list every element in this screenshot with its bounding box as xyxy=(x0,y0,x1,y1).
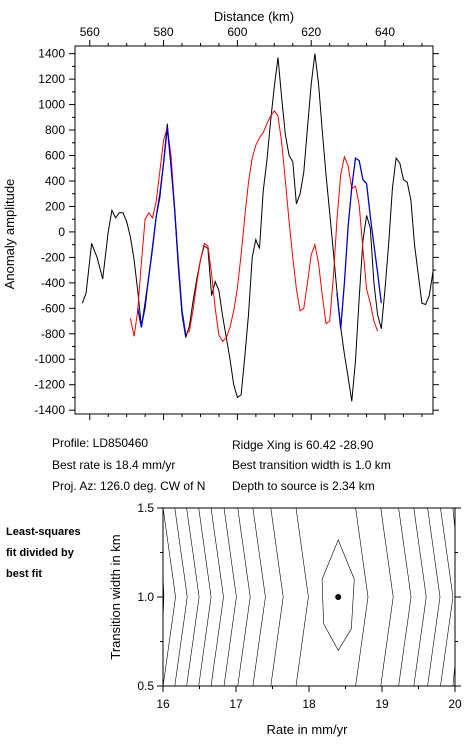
contour-line xyxy=(355,507,369,687)
x-tick-label: 600 xyxy=(227,25,247,39)
x-tick-label: 16 xyxy=(156,697,170,711)
contour-line xyxy=(237,507,251,687)
y-tick-label: -800 xyxy=(41,327,65,341)
depth-label: Depth to source is 2.34 km xyxy=(232,479,375,493)
y-tick-label: -1000 xyxy=(34,352,65,366)
top-chart-axes: 560 580 600 620 640 -1400 -1200 -1000 -800 -600 -4… xyxy=(34,25,439,420)
best-width-label: Best transition width is 1.0 km xyxy=(232,458,391,472)
bottom-chart-xlabel: Rate in mm/yr xyxy=(267,722,349,737)
contour-line xyxy=(380,507,394,687)
contour-line xyxy=(252,507,266,687)
contour-line xyxy=(210,507,224,687)
fit-series-line xyxy=(137,127,187,336)
x-tick-label: 17 xyxy=(229,697,243,711)
side-note-line-1: Least-squares xyxy=(6,526,81,538)
x-tick-label: 640 xyxy=(375,25,395,39)
anomaly-profile-chart: Distance (km) Anomaly amplitude 560 580 60… xyxy=(2,9,439,420)
y-tick-label: 0 xyxy=(58,225,65,239)
y-tick-label: 800 xyxy=(45,123,65,137)
y-tick-label: 1400 xyxy=(38,47,65,61)
y-tick-label: 600 xyxy=(45,149,65,163)
y-tick-label: 1200 xyxy=(38,72,65,86)
side-note-line-3: best fit xyxy=(6,568,43,580)
top-chart-curves xyxy=(81,53,434,402)
contour-line xyxy=(270,507,284,687)
y-tick-label: 1.0 xyxy=(137,590,154,604)
contour-line xyxy=(223,507,237,687)
y-tick-label: -200 xyxy=(41,250,65,264)
x-tick-label: 20 xyxy=(448,697,462,711)
contour-line xyxy=(186,507,200,687)
y-tick-label: -1200 xyxy=(34,378,65,392)
contour-line xyxy=(440,507,454,687)
x-tick-label: 620 xyxy=(301,25,321,39)
best-rate-label: Best rate is 18.4 mm/yr xyxy=(52,458,176,472)
side-note: Least-squares fit divided by best fit xyxy=(6,522,81,585)
contour-line-inner xyxy=(321,539,355,651)
y-tick-label: 1000 xyxy=(38,98,65,112)
contour-line xyxy=(295,507,309,687)
contour-lines xyxy=(162,507,456,687)
least-squares-contour-chart: Rate in mm/yr Transition width in km 16 1… xyxy=(108,501,462,737)
contour-line xyxy=(198,507,212,687)
top-chart-xlabel: Distance (km) xyxy=(214,9,294,24)
x-tick-label: 19 xyxy=(375,697,389,711)
y-tick-label: -1400 xyxy=(34,403,65,417)
profile-label: Profile: LD850460 xyxy=(52,436,149,450)
bottom-chart-axes: 16 17 18 19 20 0.5 1.0 1.5 xyxy=(137,501,462,711)
contour-line xyxy=(398,507,412,687)
y-tick-label: 200 xyxy=(45,199,65,213)
side-note-line-2: fit divided by xyxy=(6,547,74,559)
model-series-line xyxy=(129,110,379,343)
contour-line xyxy=(427,507,441,687)
data-series-line xyxy=(81,53,434,402)
contour-line xyxy=(162,507,176,687)
bottom-chart-ylabel: Transition width in km xyxy=(108,534,123,659)
x-tick-label: 18 xyxy=(302,697,316,711)
contour-line xyxy=(174,507,188,687)
y-tick-label: -400 xyxy=(41,276,65,290)
best-fit-marker xyxy=(335,594,342,600)
proj-az-label: Proj. Az: 126.0 deg. CW of N xyxy=(52,479,206,493)
y-tick-label: 0.5 xyxy=(137,679,154,693)
top-chart-ylabel: Anomaly amplitude xyxy=(2,179,17,290)
ridge-xing-label: Ridge Xing is 60.42 -28.90 xyxy=(232,438,374,452)
y-tick-label: -600 xyxy=(41,301,65,315)
y-tick-label: 400 xyxy=(45,174,65,188)
x-tick-label: 580 xyxy=(154,25,174,39)
top-chart-frame xyxy=(74,45,434,415)
contour-line xyxy=(413,507,427,687)
fit-series-line xyxy=(336,156,382,329)
y-tick-label: 1.5 xyxy=(137,501,154,515)
x-tick-label: 560 xyxy=(80,25,100,39)
